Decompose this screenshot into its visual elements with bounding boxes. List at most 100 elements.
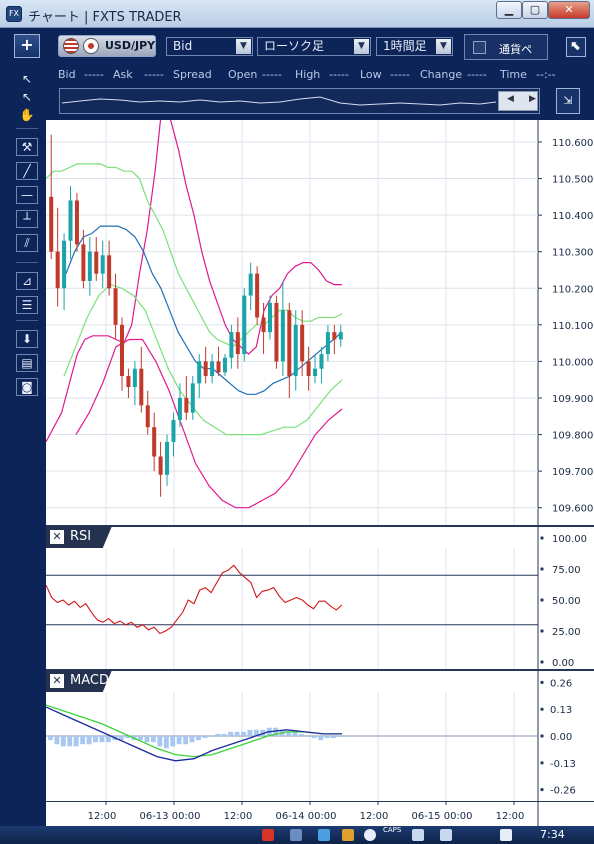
time-tick-label: 06-14 00:00 [275,811,336,822]
macd-histogram-bar [337,736,343,737]
crosshair-pointer-icon[interactable]: ↖ [16,88,38,106]
vertical-line-icon[interactable]: ┴ [16,210,38,228]
currency-checkbox[interactable] [473,41,486,54]
info-bid-label: Bid [58,68,76,81]
candle-up [62,240,67,289]
candle-down [55,251,60,289]
chart-navigator[interactable]: ◀ ▶ [59,88,540,114]
candle-down [255,273,260,318]
macd-histogram-bar [221,733,227,736]
macd-histogram-bar [118,736,124,741]
close-macd-icon[interactable]: ✕ [50,674,64,688]
fibonacci-icon[interactable]: ☰ [16,296,38,314]
candle-up [171,419,176,442]
hand-icon[interactable]: ✋ [16,106,38,124]
candle-up [242,295,247,355]
navigator-handle[interactable]: ◀ ▶ [498,91,538,111]
candle-up [222,357,227,373]
macd-histogram-bar [318,736,324,741]
title-bar[interactable]: FX チャート | FXTS TRADER ▁ ▢ ✕ [0,0,594,28]
currency-pair-toggle[interactable]: 通貨ペ [464,34,548,60]
rsi-tick-dot [540,660,544,664]
price-type-value: Bid [173,39,193,53]
info-change-label: Change [420,68,463,81]
add-chart-button[interactable]: + [14,34,40,58]
expand-button[interactable]: ⬉ [566,37,586,57]
tool-separator [16,262,38,263]
info-time-value: --:-- [536,68,556,81]
time-tick-label: 12:00 [224,811,253,822]
period-dropdown[interactable]: 1時間足 ▼ [376,37,453,56]
macd-tick-label: 0.13 [550,705,572,716]
chart-type-dropdown[interactable]: ローソク足 ▼ [257,37,371,56]
hammer-icon[interactable]: ⚒ [16,138,38,156]
period-value: 1時間足 [383,39,427,53]
close-button[interactable]: ✕ [548,1,590,19]
close-rsi-icon[interactable]: ✕ [50,530,64,544]
macd-histogram-bar [331,736,337,739]
pointer-icon[interactable]: ↖ [16,70,38,88]
candle-down [184,397,189,413]
folder-icon[interactable] [342,829,354,841]
macd-histogram-bar [150,736,156,743]
taskbar: CAPS 7:34 [0,826,594,844]
help-icon[interactable] [364,829,376,841]
rsi-title: RSI [70,529,92,544]
candle-down [81,244,86,281]
trendline-icon[interactable]: ╱ [16,162,38,180]
macd-tick-dot [540,707,544,711]
parallel-lines-icon[interactable]: ⫽ [16,234,38,252]
rsi-pane[interactable]: 100.00 75.00 50.00 25.00 0.00 [46,526,594,670]
volume-icon[interactable] [500,829,512,841]
chat-icon[interactable] [318,829,330,841]
candle-up [197,361,202,384]
pane-divider[interactable] [46,525,594,527]
jump-latest-button[interactable]: ⇲ [556,88,580,114]
keyboard-icon[interactable] [440,829,452,841]
price-tick-label: 110.400 [552,211,593,222]
record-icon[interactable] [262,829,274,841]
tool-separator [16,128,38,129]
info-ask-value: ----- [144,68,164,81]
price-type-dropdown[interactable]: Bid ▼ [166,37,253,56]
list-icon[interactable]: ▤ [16,354,38,372]
info-high-label: High [295,68,321,81]
maximize-button[interactable]: ▢ [522,1,548,19]
candle-up [319,354,324,369]
currency-pair-button[interactable]: USD/JPY [58,35,156,57]
macd-pane[interactable]: 0.26 0.13 0.00 -0.13 -0.26 [46,670,594,802]
pane-divider[interactable] [46,669,594,671]
macd-histogram-bar [144,736,150,743]
bollinger-upper1-line [46,163,343,348]
chart-area[interactable]: 110.600 110.500 110.400 110.300 110.200 110.1… [46,120,594,826]
chevron-down-icon: ▼ [236,39,251,54]
info-ask-label: Ask [113,68,133,81]
camera-icon[interactable]: ◙ [16,378,38,396]
macd-tick-dot [540,680,544,684]
bollinger-upper2-line [46,120,342,443]
macd-histogram-bar [176,736,182,745]
candle-up [177,397,182,420]
candle-up [190,383,195,413]
macd-histogram-bar [67,736,73,747]
macd-histogram-bar [86,736,92,745]
rsi-tick-label: 100.00 [552,534,587,545]
minimize-button[interactable]: ▁ [496,1,522,19]
rsi-tick-label: 75.00 [552,565,581,576]
rsi-tick-label: 0.00 [552,658,574,669]
chevron-left-icon[interactable]: ◀ [507,94,514,104]
price-pane[interactable]: 110.600 110.500 110.400 110.300 110.200 110.1… [46,120,594,526]
fan-icon[interactable]: ⊿ [16,272,38,290]
time-tick-label: 06-15 00:00 [411,811,472,822]
chart-toolbar: + USD/JPY Bid ▼ ローソク足 ▼ 1時間足 ▼ 通貨ペ ⬉ [0,28,594,64]
download-icon[interactable]: ⬇ [16,330,38,348]
chevron-right-icon[interactable]: ▶ [529,94,536,104]
macd-histogram-bar [311,736,317,739]
horizontal-line-icon[interactable]: — [16,186,38,204]
candle-up [248,273,253,296]
macd-histogram-bar [234,731,240,736]
macd-line [46,706,342,762]
network-icon[interactable] [290,829,302,841]
macd-histogram-bar [73,736,79,747]
language-icon[interactable] [412,829,424,841]
